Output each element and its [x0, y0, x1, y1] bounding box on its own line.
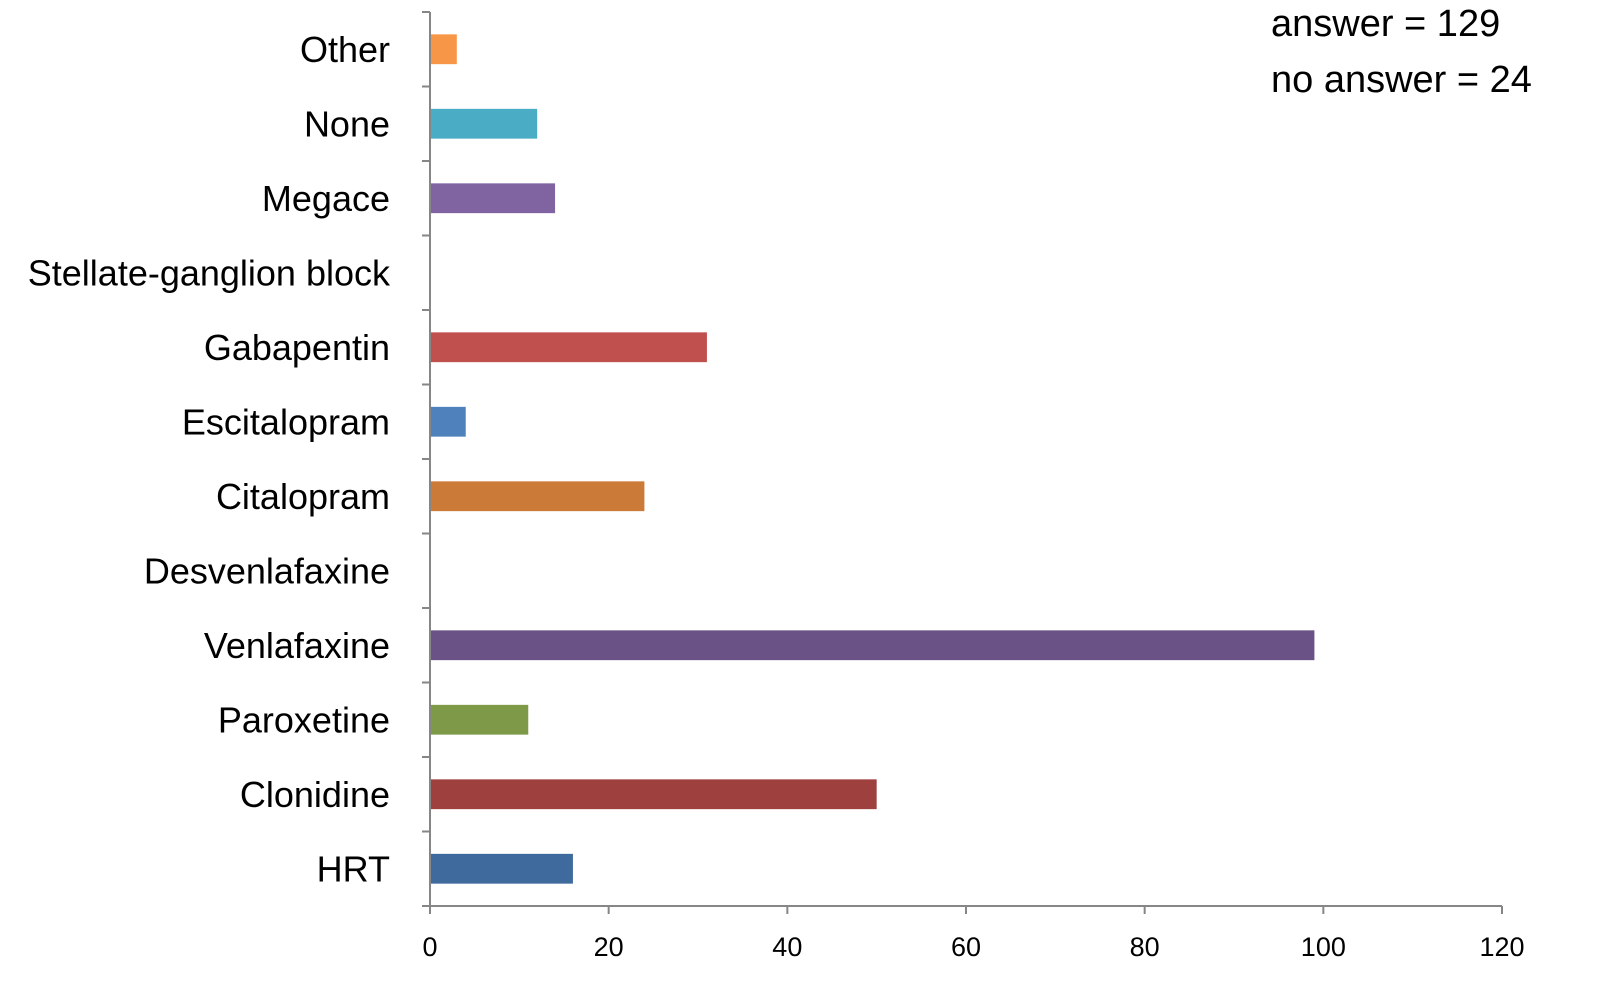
y-axis-ticks	[422, 11, 430, 907]
category-label-megace: Megace	[262, 178, 390, 219]
bars	[430, 34, 1315, 884]
category-labels: HRT Clonidine Paroxetine Venlafaxine Desvenl…	[28, 29, 391, 890]
bar-paroxetine	[430, 704, 529, 735]
category-label-citalopram: Citalopram	[216, 476, 390, 517]
category-label-none: None	[304, 103, 390, 144]
x-tick-label: 100	[1301, 932, 1346, 962]
category-label-paroxetine: Paroxetine	[218, 699, 390, 740]
x-tick-label: 40	[772, 932, 802, 962]
category-label-hrt: HRT	[317, 848, 390, 889]
bar-hrt	[430, 853, 573, 884]
bar-megace	[430, 183, 556, 214]
category-label-escitalopram: Escitalopram	[182, 401, 390, 442]
x-tick-label: 80	[1130, 932, 1160, 962]
axes	[429, 12, 1502, 907]
annotations: answer = 129 no answer = 24	[1271, 3, 1532, 101]
bar-other	[430, 34, 457, 65]
category-label-gabapentin: Gabapentin	[204, 327, 390, 368]
bar-venlafaxine	[430, 630, 1315, 661]
x-axis-ticks	[429, 906, 1503, 914]
bar-gabapentin	[430, 332, 707, 363]
category-label-venlafaxine: Venlafaxine	[204, 625, 390, 666]
bar-clonidine	[430, 779, 877, 810]
bar-citalopram	[430, 481, 645, 512]
category-label-desvenlafaxine: Desvenlafaxine	[144, 550, 390, 591]
x-tick-label: 120	[1479, 932, 1524, 962]
x-tick-label: 60	[951, 932, 981, 962]
bar-escitalopram	[430, 406, 466, 437]
x-tick-labels: 0 20 40 60 80 100 120	[422, 932, 1524, 962]
category-label-clonidine: Clonidine	[240, 774, 390, 815]
category-label-other: Other	[300, 29, 390, 70]
x-tick-label: 20	[594, 932, 624, 962]
category-label-stellate-ganglion-block: Stellate-ganglion block	[28, 252, 391, 293]
bar-none	[430, 108, 538, 139]
annotation-no-answer-count: no answer = 24	[1271, 59, 1532, 101]
annotation-answer-count: answer = 129	[1271, 3, 1500, 45]
x-tick-label: 0	[422, 932, 437, 962]
